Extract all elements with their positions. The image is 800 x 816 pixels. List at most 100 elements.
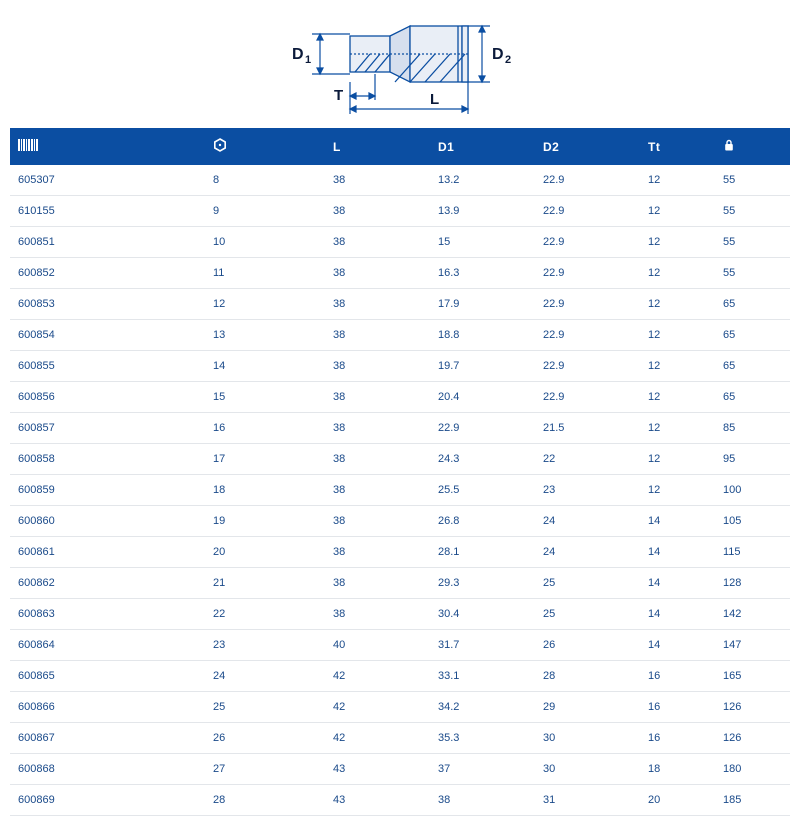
cell-tt: 12 [640, 444, 715, 475]
table-row: 600867264235.33016126 [10, 723, 790, 754]
cell-D2: 22.9 [535, 320, 640, 351]
cell-weight: 147 [715, 630, 790, 661]
cell-code: 600853 [10, 289, 205, 320]
cell-tt: 12 [640, 196, 715, 227]
table-row: 6008682743373018180 [10, 754, 790, 785]
spec-table: L D1 D2 Tt 60530783813.222.9125561015593… [10, 128, 790, 816]
cell-D2: 22.9 [535, 258, 640, 289]
cell-tt: 12 [640, 258, 715, 289]
cell-weight: 55 [715, 258, 790, 289]
cell-D1: 17.9 [430, 289, 535, 320]
table-row: 600858173824.3221295 [10, 444, 790, 475]
cell-D2: 30 [535, 754, 640, 785]
cell-code: 600864 [10, 630, 205, 661]
cell-code: 600860 [10, 506, 205, 537]
table-row: 600865244233.12816165 [10, 661, 790, 692]
cell-D2: 22.9 [535, 382, 640, 413]
cell-size: 21 [205, 568, 325, 599]
cell-tt: 16 [640, 661, 715, 692]
table-row: 600857163822.921.51285 [10, 413, 790, 444]
cell-D1: 34.2 [430, 692, 535, 723]
cell-tt: 18 [640, 754, 715, 785]
weight-icon [723, 139, 735, 155]
cell-code: 600866 [10, 692, 205, 723]
cell-code: 600869 [10, 785, 205, 816]
cell-D2: 22.9 [535, 351, 640, 382]
cell-size: 20 [205, 537, 325, 568]
cell-size: 13 [205, 320, 325, 351]
cell-L: 42 [325, 692, 430, 723]
table-row: 600863223830.42514142 [10, 599, 790, 630]
cell-L: 38 [325, 568, 430, 599]
table-row: 6008692843383120185 [10, 785, 790, 816]
cell-code: 600858 [10, 444, 205, 475]
cell-code: 610155 [10, 196, 205, 227]
cell-weight: 65 [715, 382, 790, 413]
cell-L: 38 [325, 258, 430, 289]
cell-size: 10 [205, 227, 325, 258]
table-row: 600860193826.82414105 [10, 506, 790, 537]
cell-D1: 24.3 [430, 444, 535, 475]
table-body: 60530783813.222.9125561015593813.922.912… [10, 165, 790, 816]
cell-size: 8 [205, 165, 325, 196]
barcode-icon [18, 139, 38, 151]
cell-weight: 55 [715, 196, 790, 227]
cell-L: 38 [325, 165, 430, 196]
cell-tt: 14 [640, 506, 715, 537]
cell-code: 600859 [10, 475, 205, 506]
cell-tt: 14 [640, 537, 715, 568]
cell-D1: 30.4 [430, 599, 535, 630]
cell-size: 9 [205, 196, 325, 227]
cell-tt: 12 [640, 165, 715, 196]
cell-size: 16 [205, 413, 325, 444]
cell-tt: 12 [640, 382, 715, 413]
cell-L: 38 [325, 444, 430, 475]
cell-D2: 24 [535, 537, 640, 568]
cell-D1: 18.8 [430, 320, 535, 351]
cell-D1: 13.2 [430, 165, 535, 196]
cell-code: 600854 [10, 320, 205, 351]
cell-L: 42 [325, 723, 430, 754]
cell-tt: 20 [640, 785, 715, 816]
cell-D1: 26.8 [430, 506, 535, 537]
cell-L: 38 [325, 599, 430, 630]
cell-tt: 12 [640, 320, 715, 351]
cell-L: 38 [325, 196, 430, 227]
cell-weight: 55 [715, 165, 790, 196]
cell-L: 38 [325, 351, 430, 382]
cell-weight: 142 [715, 599, 790, 630]
cell-size: 24 [205, 661, 325, 692]
cell-weight: 85 [715, 413, 790, 444]
cell-code: 600861 [10, 537, 205, 568]
cell-size: 14 [205, 351, 325, 382]
cell-D2: 25 [535, 568, 640, 599]
cell-D1: 15 [430, 227, 535, 258]
cell-size: 26 [205, 723, 325, 754]
cell-tt: 16 [640, 692, 715, 723]
table-header-row: L D1 D2 Tt [10, 128, 790, 165]
cell-weight: 105 [715, 506, 790, 537]
cell-D1: 19.7 [430, 351, 535, 382]
cell-size: 12 [205, 289, 325, 320]
cell-D2: 24 [535, 506, 640, 537]
cell-D2: 31 [535, 785, 640, 816]
col-header-size [205, 128, 325, 165]
cell-D1: 38 [430, 785, 535, 816]
cell-size: 28 [205, 785, 325, 816]
cell-code: 600863 [10, 599, 205, 630]
cell-L: 43 [325, 754, 430, 785]
cell-L: 38 [325, 537, 430, 568]
cell-size: 17 [205, 444, 325, 475]
cell-size: 19 [205, 506, 325, 537]
cell-size: 15 [205, 382, 325, 413]
cell-code: 600851 [10, 227, 205, 258]
table-row: 61015593813.922.91255 [10, 196, 790, 227]
cell-weight: 185 [715, 785, 790, 816]
table-row: 600854133818.822.91265 [10, 320, 790, 351]
cell-D1: 33.1 [430, 661, 535, 692]
cell-code: 600868 [10, 754, 205, 785]
table-row: 600866254234.22916126 [10, 692, 790, 723]
cell-D2: 22.9 [535, 165, 640, 196]
cell-L: 38 [325, 475, 430, 506]
table-row: 600855143819.722.91265 [10, 351, 790, 382]
